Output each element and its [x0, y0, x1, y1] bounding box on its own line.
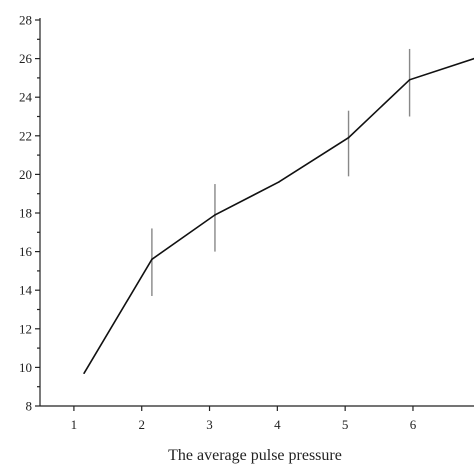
x-tick-label: 3 [206, 417, 213, 432]
data-point [347, 136, 350, 139]
y-tick-label: 24 [19, 90, 33, 105]
data-point [214, 214, 216, 216]
data-point [151, 258, 153, 261]
error-bars [151, 48, 411, 296]
y-axis-ticks: 8 10 12 14 16 18 20 22 24 26 28 [19, 13, 40, 414]
y-tick-label: 8 [26, 399, 33, 414]
axes [39, 18, 474, 407]
y-tick-label: 12 [19, 321, 32, 336]
y-tick-label: 14 [19, 283, 33, 298]
x-tick-label: 4 [274, 417, 281, 432]
y-tick-label: 28 [19, 13, 32, 28]
y-tick-label: 10 [19, 360, 32, 375]
y-tick-label: 18 [19, 206, 32, 221]
x-axis-title: The average pulse pressure [168, 447, 342, 464]
y-tick-label: 26 [19, 51, 33, 66]
x-tick-label: 2 [138, 417, 145, 432]
x-tick-label: 5 [342, 417, 349, 432]
series [83, 57, 474, 374]
series-line [83, 57, 474, 374]
data-point [277, 181, 280, 183]
x-tick-label: 1 [71, 417, 78, 432]
data-point [408, 79, 411, 81]
y-tick-label: 22 [19, 128, 32, 143]
x-tick-label: 6 [410, 417, 417, 432]
y-tick-label: 16 [19, 244, 33, 259]
y-tick-label: 20 [19, 167, 32, 182]
data-point [83, 372, 85, 374]
x-axis-ticks: 1 2 3 4 5 6 [71, 406, 417, 432]
